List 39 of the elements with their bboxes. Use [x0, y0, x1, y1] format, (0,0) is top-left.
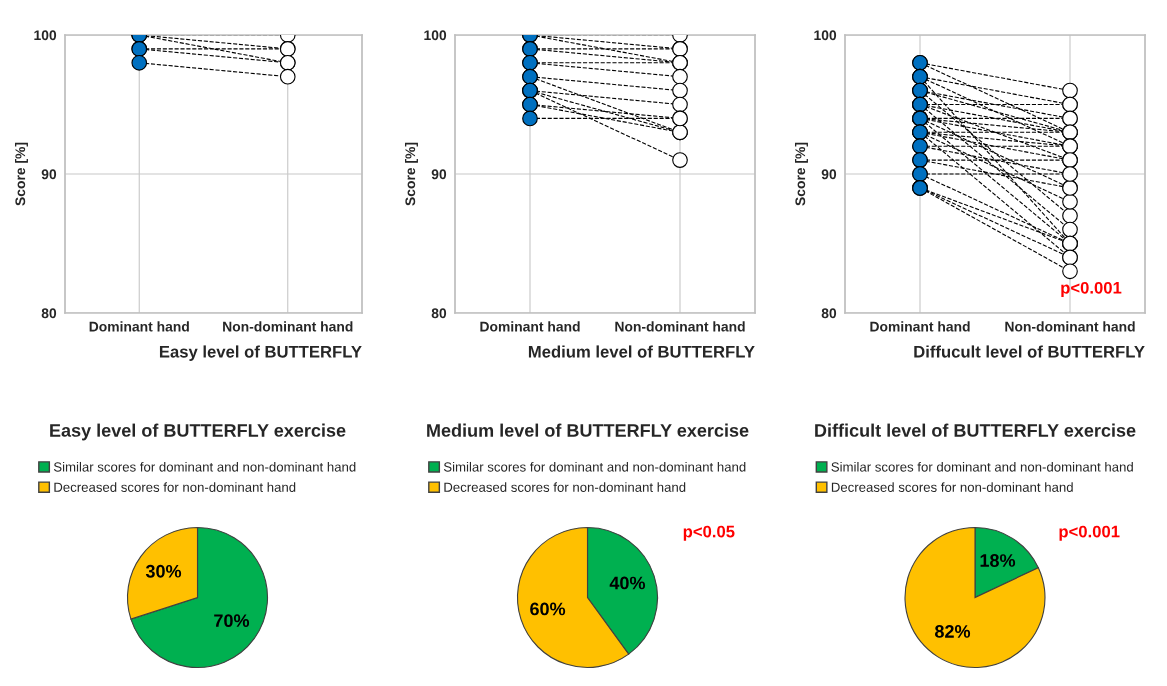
- data-label: 82%: [935, 625, 971, 638]
- y-axis-title: Score [%]: [14, 142, 28, 206]
- data-label: 40%: [609, 576, 646, 590]
- x-axis-title: Medium level of BUTTERFLY: [528, 345, 755, 358]
- x-tick-label: Non-dominant hand: [1005, 321, 1135, 332]
- y-tick-label: 100: [34, 30, 57, 41]
- x-axis-title: Diffucult level of BUTTERFLY: [914, 345, 1145, 358]
- y-axis-title: Score [%]: [404, 142, 418, 206]
- legend-label: Decreased scores for non-dominant hand: [831, 482, 1073, 492]
- legend-label: Decreased scores for non-dominant hand: [54, 482, 296, 492]
- y-tick-label: 90: [41, 169, 57, 180]
- y-tick-label: 100: [424, 30, 447, 41]
- legend-label: Similar scores for dominant and non-dominant hand: [443, 461, 746, 472]
- chart-title: Easy level of BUTTERFLY exercise: [50, 423, 346, 441]
- data-label: 18%: [980, 554, 1016, 567]
- text: p<0.05: [683, 525, 735, 541]
- y-tick-label: 80: [821, 308, 837, 319]
- y-tick-label: 90: [821, 169, 837, 180]
- data-label: 70%: [214, 614, 250, 628]
- x-tick-label: Non-dominant hand: [223, 321, 353, 332]
- chart-title: Difficult level of BUTTERFLY exercise: [815, 423, 1136, 437]
- chart-title: Medium level of BUTTERFLY exercise: [427, 423, 749, 437]
- y-tick-label: 90: [431, 169, 447, 180]
- x-tick-label: Non-dominant hand: [615, 321, 745, 332]
- text: p<0.001: [1059, 525, 1120, 541]
- y-axis-title: Score [%]: [794, 142, 808, 206]
- x-axis-title: Easy level of BUTTERFLY: [159, 345, 362, 361]
- legend-label: Similar scores for dominant and non-dominant hand: [53, 461, 356, 472]
- legend-label: Similar scores for dominant and non-dominant hand: [831, 461, 1133, 472]
- x-tick-label: Dominant hand: [870, 321, 970, 332]
- y-tick-label: 80: [431, 308, 447, 319]
- y-tick-label: 80: [41, 308, 57, 319]
- x-tick-label: Dominant hand: [480, 321, 580, 332]
- legend-label: Decreased scores for non-dominant hand: [444, 482, 686, 492]
- y-tick-label: 100: [814, 30, 837, 41]
- x-tick-label: Dominant hand: [89, 321, 189, 332]
- data-label: 30%: [145, 564, 182, 578]
- data-label: 60%: [530, 602, 566, 616]
- annotation: p<0.001: [1061, 281, 1122, 297]
